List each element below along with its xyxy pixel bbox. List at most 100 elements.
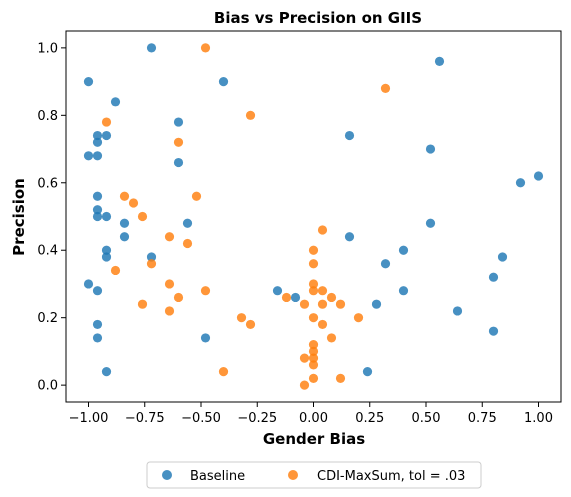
data-point [245,319,256,330]
data-point [236,313,247,323]
data-point [308,346,319,357]
data-point [182,218,193,228]
data-point [218,76,229,87]
data-point [101,117,112,127]
legend-marker-cdi-maxsum [288,470,298,480]
data-point [425,144,436,154]
data-point [335,373,346,383]
data-point [272,286,283,296]
data-point [83,151,94,161]
x-tick-label: −0.75 [125,411,165,426]
y-axis-title: Precision [10,178,28,256]
data-point [308,340,319,350]
data-point [101,130,112,141]
data-point [515,178,526,188]
data-point [353,313,364,323]
data-point [317,286,328,296]
data-point [92,130,103,141]
data-point [488,272,499,282]
data-point [92,191,103,201]
data-point [146,252,157,262]
data-point [398,245,409,255]
x-tick-label: 0.25 [355,411,384,426]
data-point [173,157,184,168]
x-tick-label: −0.25 [237,411,277,426]
data-point [119,191,130,201]
legend-label-cdi-maxsum: CDI-MaxSum, tol = .03 [317,469,465,484]
data-point [299,380,310,390]
plot-area [65,30,562,403]
data-point [200,333,211,343]
data-point [83,279,94,289]
y-tick-label: 0.0 [37,379,58,394]
chart-title: Bias vs Precision on GIIS [214,9,422,27]
data-point [146,43,157,53]
data-point [497,252,508,262]
data-point [317,319,328,330]
data-point [101,367,112,377]
x-tick-label: −1.00 [69,411,109,426]
data-point [200,286,211,296]
y-tick-label: 0.2 [37,311,58,326]
data-point [128,198,139,208]
data-point [299,299,310,309]
data-point [200,43,211,53]
data-point [218,367,229,377]
data-point [92,333,103,343]
data-point [380,83,391,93]
data-point [281,292,292,303]
y-tick-label: 0.8 [37,109,58,124]
data-point [452,306,463,316]
data-point [488,326,499,336]
data-point [308,353,319,363]
series-0 [83,43,544,377]
data-point [101,211,112,222]
x-axis-ticks: −1.00 −0.75 −0.50 −0.25 0.00 0.25 0.50 0.75 1.00 [69,402,553,426]
x-tick-label: 0.50 [412,411,441,426]
data-point [308,360,319,370]
data-point [92,319,103,330]
data-point [326,333,337,343]
data-point [119,218,130,228]
y-axis-ticks: 0.0 0.2 0.4 0.6 0.8 1.0 [37,41,66,394]
data-point [308,373,319,383]
data-point [110,265,121,276]
data-point [290,292,301,303]
legend-frame [146,461,482,489]
data-point [380,259,391,269]
data-point [101,245,112,255]
data-point [308,313,319,323]
data-point [92,286,103,296]
data-point [119,232,130,242]
data-point [326,292,337,303]
data-point [344,232,355,242]
legend: Baseline CDI-MaxSum, tol = .03 [146,461,482,489]
data-point [173,292,184,303]
data-point [92,211,103,222]
x-tick-label: 1.00 [524,411,553,426]
y-tick-label: 0.6 [37,176,58,191]
data-point [137,299,148,309]
data-point [362,367,373,377]
data-point [371,299,382,309]
x-tick-label: −0.50 [181,411,221,426]
data-point [191,191,202,201]
data-point [110,97,121,107]
data-point [92,205,103,215]
data-point [92,137,103,147]
series-1 [101,43,391,390]
data-point [245,110,256,120]
data-point [434,56,445,66]
y-tick-label: 0.4 [37,244,58,259]
x-axis-title: Gender Bias [263,430,365,448]
legend-marker-baseline [162,470,172,480]
data-point [308,286,319,296]
data-point [101,252,112,262]
data-point [164,232,175,242]
data-point [533,171,544,181]
data-point [92,151,103,161]
data-point [308,259,319,269]
data-point [299,353,310,363]
x-tick-label: 0.75 [468,411,497,426]
